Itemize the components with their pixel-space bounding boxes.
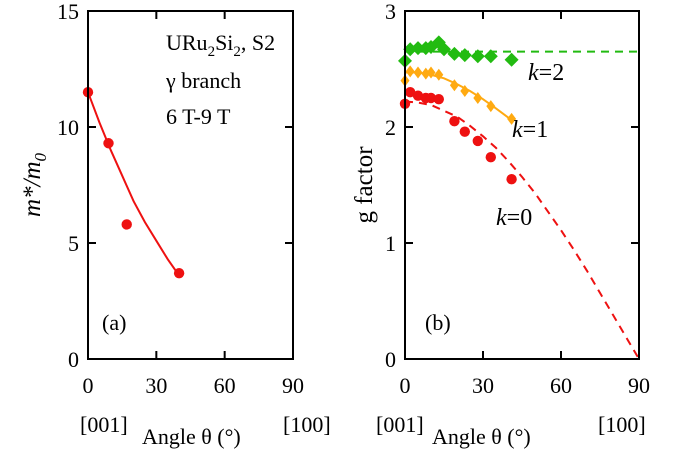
panel-b-x-tick-label: 0: [400, 373, 411, 398]
panel-a-annotation-line2: γ branch: [165, 68, 241, 93]
panel-b-series-k0-fit-line: [404, 100, 640, 360]
panel-b-series-k1-point: [507, 112, 517, 125]
panel-a-x-end-label-right: [100]: [283, 412, 331, 437]
panel-b-series-k1-point: [486, 100, 496, 113]
panel-b-series-k0-point: [459, 126, 470, 137]
panel-a-annotation-line1: URu2Si2, S2: [166, 30, 275, 60]
panel-b-series-k0-point: [412, 90, 424, 101]
panel-b-series-k1-point: [460, 85, 470, 98]
panel-b-series-k1-point: [413, 66, 423, 79]
panel-b-series-k0-point: [405, 87, 416, 98]
panel-b-series-k2-point: [504, 52, 519, 67]
series-label-k2: k=2: [528, 60, 564, 86]
series-label-k0: k=0: [496, 205, 532, 231]
panel-a-annotation-line3: 6 T-9 T: [166, 104, 231, 129]
panel-b-x-tick-label: 90: [628, 373, 650, 398]
panel-b-series-k2-point: [437, 42, 451, 57]
panel-b-series-k0-point: [425, 92, 437, 104]
panel-a-y-tick-label: 5: [68, 231, 79, 256]
panel-a-x-tick-label: 60: [214, 373, 236, 398]
panel-a-y-tick-label: 0: [68, 347, 79, 372]
panel-b-y-tick-label: 0: [385, 347, 396, 372]
panel-b-series-k1-point: [449, 79, 459, 92]
panel-a-y-tick-label: 15: [57, 0, 79, 24]
panel-b-x-end-label-left: [001]: [376, 412, 424, 437]
panel-b-series-k2-point: [457, 48, 472, 63]
panel-b-series-k1-point: [434, 68, 444, 81]
panel-b-y-axis-label: g factor: [351, 146, 378, 224]
panel-b-series-k0-point: [506, 174, 517, 185]
panel-b-series-k1-point: [405, 65, 415, 78]
panel-a-frame: [87, 10, 294, 360]
panel-b-x-end-label-right: [100]: [598, 412, 646, 437]
panel-b-series-k2-point: [411, 41, 425, 56]
panel-b-y-tick-label: 1: [385, 231, 396, 256]
panel-b-series-k1-point: [473, 92, 483, 104]
panel-a-data-point: [103, 138, 114, 149]
panel-b-series-k2-point: [447, 46, 462, 61]
panel-b-x-axis-label: Angle θ (°): [432, 424, 531, 449]
panel-b-ticks: 0 30 60 90 0 1 2 3: [385, 0, 650, 398]
panel-a-data-point: [173, 267, 185, 279]
panel-a-data-point: [121, 219, 132, 230]
panel-b-series-k0-point: [433, 93, 444, 105]
panel-b-series-k0-point: [449, 116, 460, 127]
panel-b-series-k2-point: [470, 49, 485, 64]
panel-a: 0 30 60 90 0 5 10 15 m*/m0 URu2Si2, S2 γ branch…: [19, 0, 331, 449]
panel-b-y-tick-label: 2: [385, 115, 396, 140]
panel-b-label: (b): [425, 310, 451, 335]
series-label-k1: k=1: [512, 117, 548, 143]
panel-b: 0 30 60 90 0 1 2 3 g factor k=2 k=1 k=0 (b) [00…: [351, 0, 650, 449]
panel-b-series-k0-point: [485, 151, 496, 163]
panel-a-y-tick-label: 10: [57, 115, 79, 140]
panel-a-label: (a): [102, 310, 126, 335]
panel-b-x-tick-label: 60: [550, 373, 572, 398]
panel-a-x-tick-label: 0: [83, 373, 94, 398]
panel-a-y-axis-label: m*/m0: [19, 152, 50, 217]
panel-a-fit-curve: [87, 91, 180, 277]
panel-a-x-end-label-left: [001]: [80, 412, 128, 437]
panel-b-series-k2-point: [483, 49, 498, 64]
panel-b-y-tick-label: 3: [385, 0, 396, 24]
panel-b-plot-area: [398, 35, 640, 360]
panel-a-x-tick-label: 90: [282, 373, 304, 398]
panel-b-series-k1-point: [426, 66, 436, 79]
panel-a-ticks: 0 30 60 90 0 5 10 15: [57, 0, 304, 398]
panel-b-x-tick-label: 30: [472, 373, 494, 398]
panel-a-x-tick-label: 30: [145, 373, 167, 398]
panel-a-x-axis-label: Angle θ (°): [142, 424, 241, 449]
panel-b-series-k0-point: [472, 135, 483, 147]
panel-b-frame: [404, 10, 640, 360]
